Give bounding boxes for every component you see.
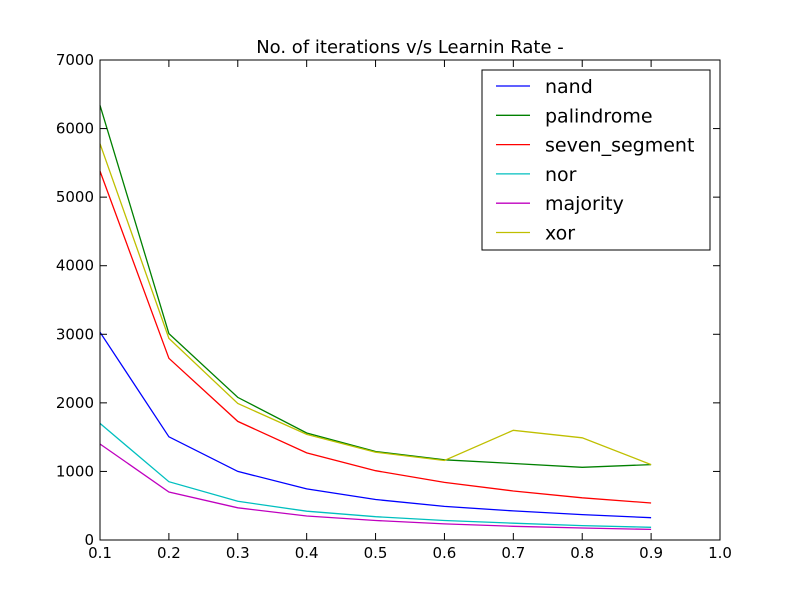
y-tick-label: 2000 — [56, 394, 94, 412]
x-tick-label: 0.8 — [570, 544, 594, 562]
x-tick-label: 0.6 — [433, 544, 457, 562]
x-tick-label: 0.5 — [364, 544, 388, 562]
legend-label-xor: xor — [545, 223, 575, 245]
legend-box — [481, 69, 711, 251]
legend-label-nand: nand — [545, 76, 593, 98]
y-tick-label: 0 — [84, 531, 94, 549]
y-tick-label: 3000 — [56, 325, 94, 343]
series-line-nand — [99, 331, 652, 519]
x-tick-label: 0.7 — [501, 544, 525, 562]
series-line-majority — [99, 443, 652, 531]
legend-label-nor: nor — [545, 164, 577, 186]
series-line-seven-segment — [99, 170, 652, 504]
x-tick-label: 0.1 — [88, 544, 112, 562]
y-tick-label: 6000 — [56, 120, 94, 138]
x-tick-label: 0.9 — [639, 544, 663, 562]
x-tick-label: 0.4 — [295, 544, 319, 562]
y-tick-label: 7000 — [56, 51, 94, 69]
x-tick-label: 0.3 — [226, 544, 250, 562]
series-line-palindrome — [99, 105, 652, 468]
x-tick-label: 1.0 — [708, 544, 732, 562]
series-line-xor — [99, 143, 652, 466]
x-tick-label: 0.2 — [157, 544, 181, 562]
legend-label-majority: majority — [545, 193, 624, 215]
chart-title: No. of iterations v/s Learnin Rate - — [256, 37, 564, 58]
y-tick-label: 1000 — [56, 462, 94, 480]
series-line-nor — [99, 422, 652, 528]
y-tick-label: 4000 — [56, 257, 94, 275]
plot-frame — [99, 59, 721, 541]
y-tick-label: 5000 — [56, 188, 94, 206]
legend-label-palindrome: palindrome — [545, 105, 653, 127]
legend-label-seven-segment: seven_segment — [545, 135, 694, 157]
